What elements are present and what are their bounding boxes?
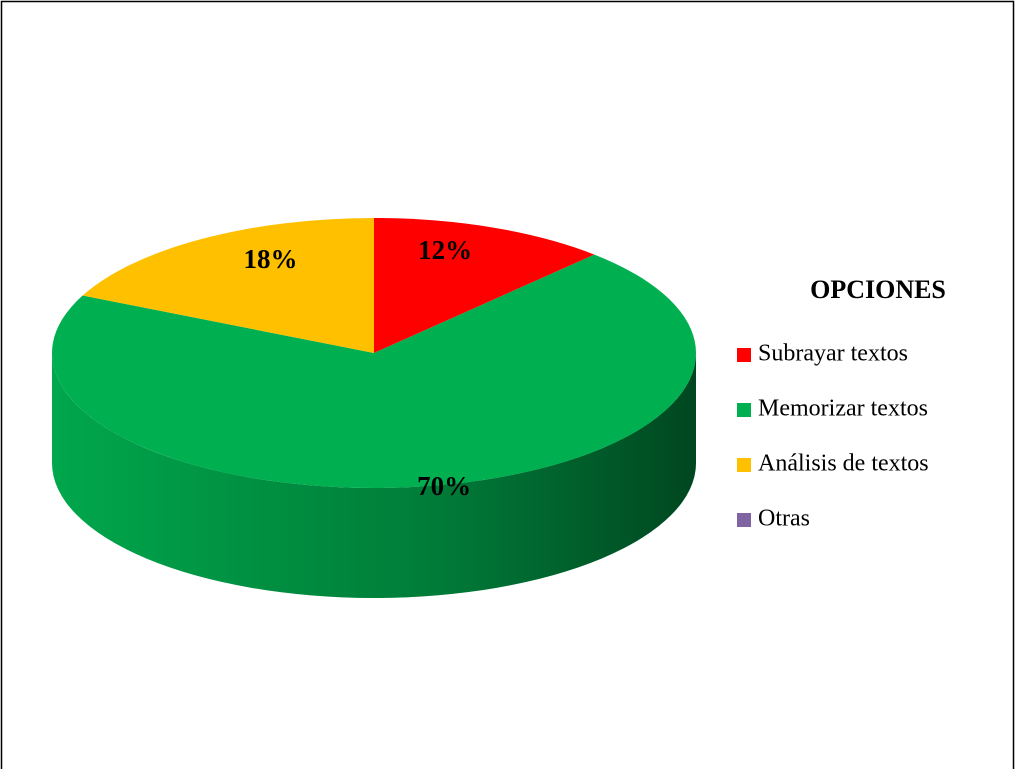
slice [374, 218, 595, 353]
data-label: 18% [243, 244, 297, 274]
slice-side-shade [52, 353, 696, 598]
legend-swatch [737, 348, 751, 362]
legend-title: OPCIONES [810, 275, 946, 304]
legend-label: Subrayar textos [758, 341, 908, 367]
legend-label: Análisis de textos [758, 451, 929, 477]
legend-label: Memorizar textos [758, 396, 928, 422]
slice [52, 254, 696, 488]
legend-swatch [737, 513, 751, 527]
legend-swatch [737, 403, 751, 417]
data-label: 12% [418, 235, 472, 265]
legend-swatch [737, 458, 751, 472]
legend-label: Otras [758, 506, 810, 532]
slice [82, 218, 374, 353]
data-label: 70% [417, 471, 471, 501]
